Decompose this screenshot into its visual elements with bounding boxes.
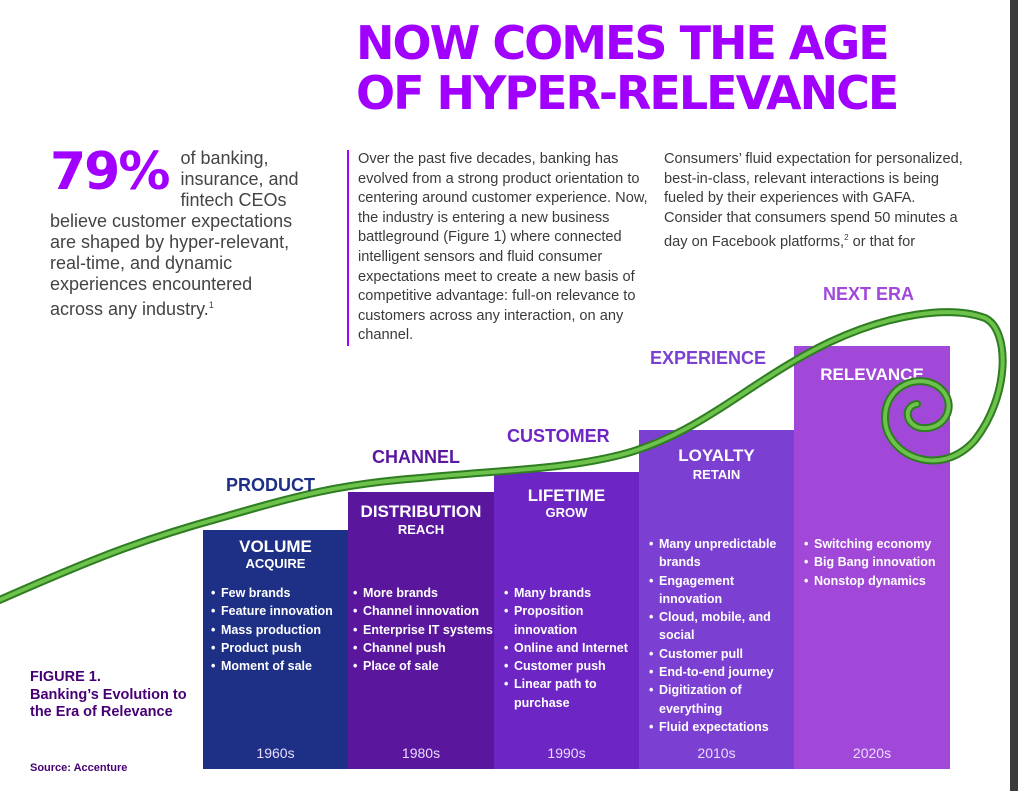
bullet-item: Channel push [353,639,493,658]
bullet-item: Engagement innovation [649,572,794,609]
page-edge-bar [1010,0,1018,791]
evolution-curve-highlight [0,310,1005,602]
column-title: LOYALTY [678,446,755,465]
bullet-item: Big Bang innovation [804,553,950,572]
bullet-item: Mass production [211,621,346,640]
era-column-1990s: LIFETIME GROW Many brands Proposition in… [494,472,639,769]
page-headline: NOW COMES THE AGE OF HYPER-RELEVANCE [356,18,976,118]
column-title: DISTRIBUTION [360,502,482,521]
body-column-2: Consumers’ fluid expectation for persona… [664,150,964,253]
bullet-item: Product push [211,639,346,658]
body-column-2-footnote: 2 [844,233,849,243]
column-year: 2020s [852,745,892,761]
bullet-item: Enterprise IT systems [353,621,493,640]
evolution-curve-line [0,308,1007,605]
bullet-item: Fluid expectations [649,718,794,737]
bullet-item: Switching economy [804,535,950,554]
column-bullets: Few brands Feature innovation Mass produ… [211,584,346,676]
bullet-item: Customer pull [649,645,794,664]
stat-callout: 79% of banking, insurance, and fintech C… [50,142,305,320]
era-column-2020s: RELEVANCE Switching economy Big Bang inn… [794,346,950,769]
bullet-item: Customer push [504,657,639,676]
column-year: 1990s [547,745,586,761]
era-label-next-era: NEXT ERA [823,284,915,304]
column-year: 1960s [256,745,295,761]
era-label-customer: CUSTOMER [507,426,610,446]
figure-source: Source: Accenture [30,762,128,774]
column-bullets: Many brands Proposition innovation Onlin… [504,584,639,712]
bullet-item: Channel innovation [353,602,493,621]
column-year: 2010s [697,745,736,761]
bullet-item: More brands [353,584,493,603]
bullet-item: Cloud, mobile, and social [649,608,794,645]
column-subtitle: REACH [397,522,445,537]
bullet-item: Nonstop dynamics [804,572,950,591]
bullet-item: End-to-end journey [649,663,794,682]
bullet-item: Many unpredictable brands [649,535,794,572]
stat-footnote: 1 [208,300,214,310]
stat-text: of banking, insurance, and fintech CEOs … [50,148,299,319]
bullet-item: Feature innovation [211,602,346,621]
headline-line-2: OF HYPER-RELEVANCE [356,66,899,120]
column-bullets: Switching economy Big Bang innovation No… [804,535,950,590]
column-title: RELEVANCE [820,365,924,384]
bullet-item: Online and Internet [504,639,639,658]
bullet-item: Linear path to purchase [504,675,639,712]
column-title: LIFETIME [527,486,606,505]
bullet-item: Many brands [504,584,639,603]
bullet-item: Moment of sale [211,657,346,676]
era-label-channel: CHANNEL [372,447,460,467]
bullet-item: Place of sale [353,657,493,676]
column-subtitle: ACQUIRE [245,556,306,571]
bullet-item: Few brands [211,584,346,603]
column-subtitle: GROW [545,505,588,520]
body-column-1: Over the past five decades, banking has … [347,150,648,346]
column-subtitle: RETAIN [692,467,741,482]
headline-line-1: NOW COMES THE AGE [356,16,890,70]
stat-value: 79% [50,142,170,202]
era-column-1960s: VOLUME ACQUIRE Few brands Feature innova… [203,530,348,769]
column-year: 1980s [401,745,441,761]
era-column-2010s: LOYALTY RETAIN Many unpredictable brands… [639,430,794,769]
bullet-item: Proposition innovation [504,602,639,639]
body-column-2-text: Consumers’ fluid expectation for persona… [664,151,963,251]
era-label-experience: EXPERIENCE [650,348,767,368]
column-title: VOLUME [239,537,312,556]
figure-number: FIGURE 1. [30,669,101,685]
body-column-2-tail: or that for [848,234,916,251]
figure-caption: FIGURE 1. Banking’s Evolution to the Era… [30,669,200,722]
bullet-item: Digitization of everything [649,681,794,718]
era-column-1980s: DISTRIBUTION REACH More brands Channel i… [348,492,494,769]
figure-title: Banking’s Evolution to the Era of Releva… [30,686,187,721]
column-bullets: Many unpredictable brands Engagement inn… [649,535,794,737]
column-bullets: More brands Channel innovation Enterpris… [353,584,493,676]
era-label-product: PRODUCT [226,475,315,495]
